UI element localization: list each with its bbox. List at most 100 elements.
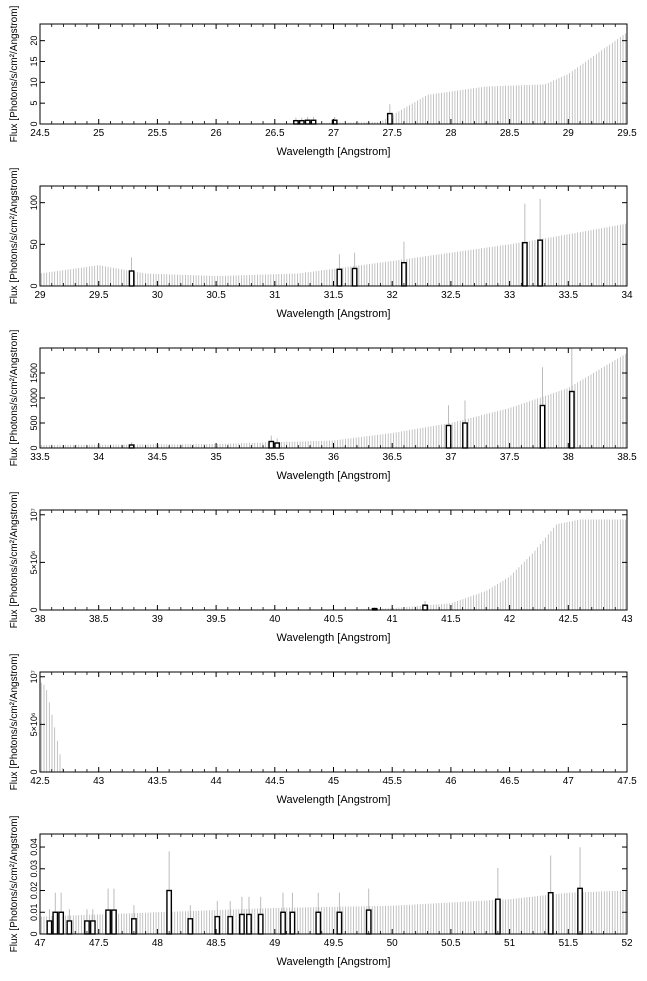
y-tick-label: 10⁷ xyxy=(29,508,39,521)
y-tick-label: 20 xyxy=(29,36,39,46)
x-tick-label: 43.5 xyxy=(148,776,168,787)
x-tick-label: 31 xyxy=(269,290,281,301)
x-tick-label: 41 xyxy=(387,614,399,625)
plot-frame xyxy=(39,509,628,611)
x-tick-label: 24.5 xyxy=(30,128,50,139)
x-tick-label: 25 xyxy=(93,128,105,139)
emission-line-bar xyxy=(280,911,286,935)
x-axis-label: Wavelength [Angstrom] xyxy=(277,146,391,158)
emission-line-bar xyxy=(462,422,468,449)
x-tick-label: 40.5 xyxy=(324,614,344,625)
y-tick-label: 0 xyxy=(29,931,39,936)
emission-line-bar xyxy=(445,424,452,449)
emission-line-bar xyxy=(315,911,322,935)
y-axis-label: Flux [Photons/s/cm²/Angstrom] xyxy=(9,329,20,466)
x-tick-label: 48 xyxy=(152,938,164,949)
x-tick-label: 51.5 xyxy=(559,938,579,949)
chart-panel-3: 33.5 34 34.5 35 35.5 36 36.5 37 37.5 38 38.5 0 500 10… xyxy=(9,329,637,482)
emission-line-bar xyxy=(52,911,59,935)
chart-panel-5: 42.5 43 43.5 44 44.5 45 45.5 46 46.5 47 47.5 0 5×10⁶… xyxy=(9,653,637,806)
x-tick-label: 25.5 xyxy=(148,128,168,139)
y-tick-label: 0 xyxy=(29,283,39,288)
x-tick-label: 43 xyxy=(93,776,105,787)
emission-line-bar xyxy=(128,270,135,287)
continuum-lines xyxy=(334,519,627,610)
x-tick-label: 26.5 xyxy=(265,128,285,139)
emission-line-bar xyxy=(336,268,343,287)
y-tick-label: 1500 xyxy=(29,363,39,383)
x-tick-label: 31.5 xyxy=(324,290,344,301)
x-tick-label: 42.5 xyxy=(30,776,50,787)
x-tick-label: 35 xyxy=(211,452,223,463)
y-tick-label: 500 xyxy=(29,415,39,430)
emission-line-bar xyxy=(304,119,311,125)
x-tick-label: 26 xyxy=(211,128,223,139)
x-axis-label: Wavelength [Angstrom] xyxy=(277,470,391,482)
x-tick-label: 34.5 xyxy=(148,452,168,463)
x-tick-label: 29.5 xyxy=(89,290,109,301)
plot-frame xyxy=(39,833,628,935)
y-tick-label: 0.04 xyxy=(29,838,39,856)
emission-line-bar xyxy=(494,898,501,935)
emission-line-bar xyxy=(257,913,264,935)
chart-panel-1: 24.5 25 25.5 26 26.5 27 27.5 28 28.5 29 29.5 0 5 10 15… xyxy=(9,5,637,158)
y-axis-label: Flux [Photons/s/cm²/Angstrom] xyxy=(9,5,20,142)
y-axis-label: Flux [Photons/s/cm²/Angstrom] xyxy=(9,167,20,304)
x-tick-label: 33 xyxy=(504,290,516,301)
x-tick-label: 29 xyxy=(563,128,575,139)
x-tick-label: 44.5 xyxy=(265,776,285,787)
x-tick-label: 30.5 xyxy=(206,290,226,301)
x-tick-label: 41.5 xyxy=(441,614,461,625)
y-tick-label: 0 xyxy=(29,445,39,450)
x-tick-label: 38 xyxy=(34,614,46,625)
x-tick-label: 49.5 xyxy=(324,938,344,949)
x-tick-label: 43 xyxy=(621,614,633,625)
x-tick-label: 38.5 xyxy=(89,614,109,625)
x-tick-label: 34 xyxy=(93,452,105,463)
y-tick-label: 0.03 xyxy=(29,860,39,878)
x-tick-label: 46.5 xyxy=(500,776,520,787)
y-tick-label: 0.02 xyxy=(29,882,39,900)
emission-line-bar xyxy=(239,913,245,935)
emission-line-bar xyxy=(422,604,428,611)
x-axis-label: Wavelength [Angstrom] xyxy=(277,308,391,320)
emission-line-bar xyxy=(246,913,252,935)
x-tick-label: 46 xyxy=(445,776,457,787)
x-tick-label: 32.5 xyxy=(441,290,461,301)
y-tick-label: 5×10⁶ xyxy=(29,550,39,574)
x-tick-label: 30 xyxy=(152,290,164,301)
y-tick-label: 0 xyxy=(29,121,39,126)
y-tick-label: 50 xyxy=(29,239,39,249)
x-tick-label: 29 xyxy=(34,290,46,301)
continuum-lines xyxy=(275,33,627,124)
x-tick-label: 42 xyxy=(504,614,516,625)
x-tick-label: 51 xyxy=(504,938,516,949)
x-tick-label: 40 xyxy=(269,614,281,625)
y-tick-label: 0 xyxy=(29,607,39,612)
continuum-lines xyxy=(40,353,627,448)
emission-line-bar xyxy=(66,920,73,935)
emission-line-bar xyxy=(577,887,583,935)
x-tick-label: 52 xyxy=(621,938,633,949)
continuum-lines xyxy=(40,890,627,934)
x-tick-label: 39.5 xyxy=(206,614,226,625)
emission-line-bar xyxy=(351,267,358,287)
y-tick-label: 15 xyxy=(29,56,39,66)
plot-frame xyxy=(39,671,628,773)
y-tick-label: 100 xyxy=(29,195,39,210)
emission-line-bar xyxy=(401,261,407,287)
emission-line-bar xyxy=(365,909,372,935)
x-tick-label: 35.5 xyxy=(265,452,285,463)
x-tick-label: 38 xyxy=(563,452,575,463)
emission-line-bar xyxy=(46,920,53,935)
x-tick-label: 47.5 xyxy=(617,776,637,787)
x-tick-label: 47 xyxy=(563,776,575,787)
x-tick-label: 42.5 xyxy=(559,614,579,625)
emission-line-bar xyxy=(386,112,393,125)
x-tick-label: 34 xyxy=(621,290,633,301)
y-axis-label: Flux [Photons/s/cm²/Angstrom] xyxy=(9,491,20,628)
emission-line-bar xyxy=(539,404,546,449)
x-tick-label: 28 xyxy=(445,128,457,139)
emission-line-bar xyxy=(547,891,554,935)
